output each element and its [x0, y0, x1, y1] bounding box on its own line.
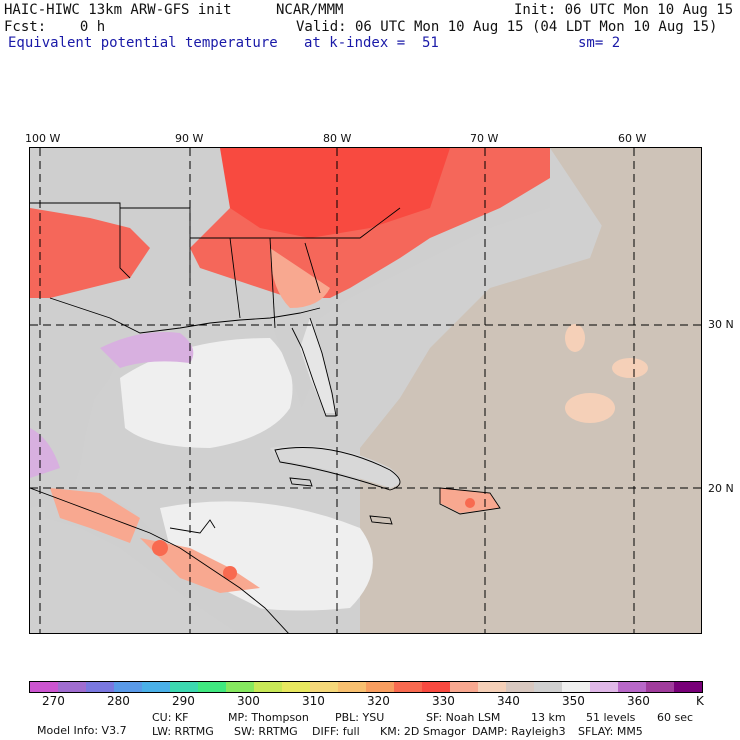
forecast-hour: Fcst: 0 h — [4, 19, 106, 35]
colorbar-segment — [30, 682, 58, 692]
sflay-option: SFLAY: MM5 — [578, 725, 643, 738]
colorbar-segment — [58, 682, 86, 692]
init-time: Init: 06 UTC Mon 10 Aug 15 — [514, 2, 734, 18]
colorbar-segment — [226, 682, 254, 692]
colorbar-segment — [450, 682, 478, 692]
lat-label-20n: 20 N — [708, 482, 734, 495]
colorbar-tick-label: 280 — [107, 694, 130, 708]
diff-option: DIFF: full — [312, 725, 360, 738]
florida — [300, 318, 335, 413]
colorbar-segment — [142, 682, 170, 692]
colorbar-tick-label: 270 — [42, 694, 65, 708]
lon-label-70w: 70 W — [470, 132, 499, 145]
colorbar-tick-label: 340 — [497, 694, 520, 708]
colorbar-segment — [618, 682, 646, 692]
colorbar-tick-label: 350 — [562, 694, 585, 708]
colorbar-segment — [254, 682, 282, 692]
atlantic-region — [360, 148, 701, 633]
colorbar-segment — [282, 682, 310, 692]
colorbar-tick-label: 300 — [237, 694, 260, 708]
colorbar-segment — [646, 682, 674, 692]
model-title: HAIC-HIWC 13km ARW-GFS init — [4, 2, 232, 18]
timestep: 60 sec — [657, 711, 694, 724]
lon-label-80w: 80 W — [323, 132, 352, 145]
colorbar-segment — [534, 682, 562, 692]
colorbar-segment — [310, 682, 338, 692]
gulf-white — [120, 338, 293, 448]
lw-scheme: LW: RRTMG — [152, 725, 214, 738]
warm-core-appalachian — [220, 148, 450, 238]
theta-e-map — [29, 147, 702, 634]
colorbar-segment — [422, 682, 450, 692]
cu-scheme: CU: KF — [152, 711, 189, 724]
colorbar-unit: K — [696, 694, 704, 708]
colorbar-segment — [198, 682, 226, 692]
purple-gulf-coast — [100, 332, 194, 368]
colorbar-tick-label: 310 — [302, 694, 325, 708]
resolution: 13 km — [531, 711, 566, 724]
colorbar-tick-label: 320 — [367, 694, 390, 708]
colorbar-tick-label: 330 — [432, 694, 455, 708]
colorbar-segment — [674, 682, 702, 692]
colorbar-segment — [170, 682, 198, 692]
model-info-line1: Model Info: V3.7 — [30, 711, 127, 737]
colorbar-segment — [114, 682, 142, 692]
colorbar-segment — [366, 682, 394, 692]
map-canvas — [30, 148, 701, 633]
cuba — [270, 445, 400, 488]
lon-label-90w: 90 W — [175, 132, 204, 145]
lon-label-100w: 100 W — [25, 132, 61, 145]
colorbar-segment — [86, 682, 114, 692]
km-option: KM: 2D Smagor — [380, 725, 466, 738]
mp-scheme: MP: Thompson — [228, 711, 309, 724]
sf-scheme: SF: Noah LSM — [426, 711, 501, 724]
pbl-scheme: PBL: YSU — [335, 711, 385, 724]
levels: 51 levels — [586, 711, 636, 724]
lat-lon-grid — [30, 148, 701, 633]
lon-label-60w: 60 W — [618, 132, 647, 145]
valid-time: Valid: 06 UTC Mon 10 Aug 15 (04 LDT Mon … — [296, 19, 718, 35]
color-bar — [29, 681, 703, 693]
field-name: Equivalent potential temperature — [8, 35, 278, 51]
smoothing-label: sm= 2 — [578, 35, 621, 51]
colorbar-segment — [506, 682, 534, 692]
damp-option: DAMP: Rayleigh3 — [472, 725, 566, 738]
colorbar-segment — [562, 682, 590, 692]
colorbar-segment — [394, 682, 422, 692]
model-version: Model Info: V3.7 — [37, 724, 127, 737]
colorbar-tick-label: 360 — [627, 694, 650, 708]
colorbar-segment — [338, 682, 366, 692]
level-label: at k-index = 51 — [304, 35, 439, 51]
lat-label-30n: 30 N — [708, 318, 734, 331]
colorbar-segment — [590, 682, 618, 692]
colorbar-tick-label: 290 — [172, 694, 195, 708]
org-label: NCAR/MMM — [276, 2, 344, 18]
sw-scheme: SW: RRTMG — [234, 725, 298, 738]
colorbar-segment — [478, 682, 506, 692]
